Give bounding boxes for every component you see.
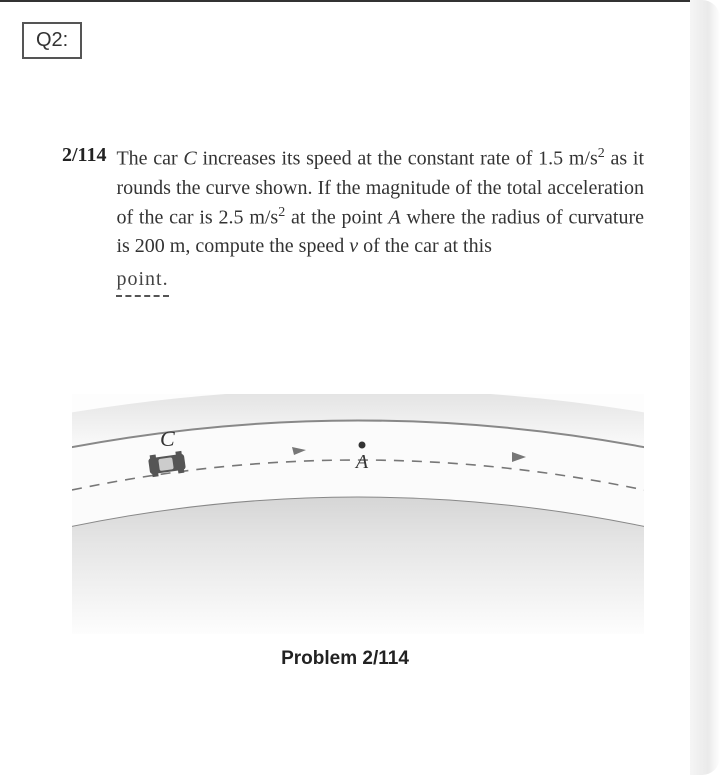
car-wheel-br — [178, 469, 184, 474]
rate-value: 1.5 — [538, 148, 563, 170]
figure-area: A C — [72, 394, 644, 634]
point-word: point. — [116, 265, 168, 297]
curve-diagram: A C — [72, 394, 644, 634]
car-window — [158, 457, 174, 471]
question-label-box: Q2: — [22, 22, 82, 59]
car-label: C — [160, 426, 175, 451]
problem-number: 2/114 — [62, 144, 106, 167]
page-container: Q2: 2/114 The car C increases its speed … — [0, 0, 690, 775]
figure-caption: Problem 2/114 — [0, 648, 690, 670]
car-symbol: C — [183, 148, 196, 170]
text-p2: increases its speed at the constant rate… — [197, 148, 538, 170]
bottom-shade — [72, 498, 644, 635]
problem-block: 2/114 The car C increases its speed at t… — [62, 144, 644, 297]
speed-symbol: v — [349, 235, 358, 257]
unit1a: m/s — [563, 148, 598, 170]
point-a-label: A — [354, 451, 369, 473]
text-p4: at the point — [285, 206, 388, 228]
text-p6: , compute the speed — [185, 235, 349, 257]
text-p1: The car — [116, 148, 183, 170]
problem-body: The car C increases its speed at the con… — [116, 144, 644, 297]
unit1b: 2 — [598, 146, 605, 161]
text-p7: of the car at this — [358, 235, 492, 257]
car-wheel-bl — [152, 472, 158, 477]
unit2a: m/s — [244, 206, 279, 228]
page-right-shadow — [690, 0, 720, 775]
radius-value: 200 — [135, 235, 165, 257]
car-wheel-tr — [175, 451, 181, 456]
point-a-dot — [359, 442, 366, 449]
point-symbol: A — [388, 206, 400, 228]
accel-value: 2.5 — [219, 206, 244, 228]
question-label: Q2: — [36, 29, 68, 51]
car-wheel-tl — [150, 454, 156, 459]
problem-text: 2/114 The car C increases its speed at t… — [62, 144, 644, 297]
radius-unit: m — [165, 235, 186, 257]
